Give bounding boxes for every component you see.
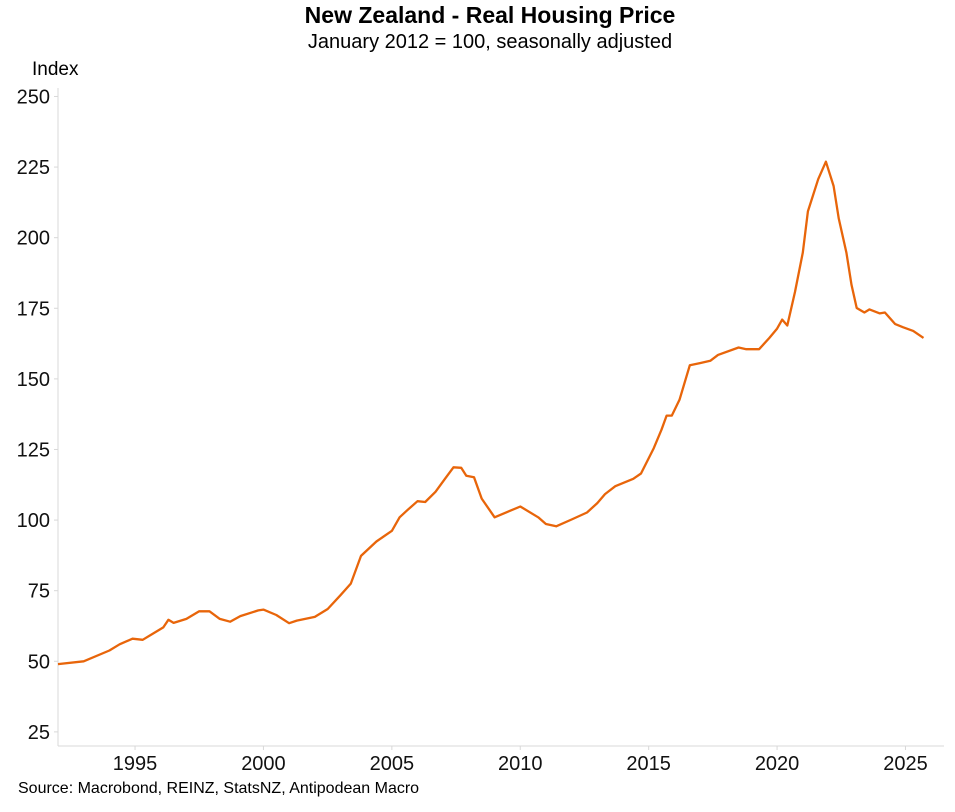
y-axis-label: Index <box>32 59 79 80</box>
x-tick-label: 2015 <box>626 753 671 775</box>
y-tick-label: 100 <box>17 510 50 532</box>
y-tick-label: 50 <box>28 651 50 673</box>
y-tick-label: 175 <box>17 298 50 320</box>
x-tick-label: 2025 <box>883 753 928 775</box>
y-tick-label: 225 <box>17 157 50 179</box>
y-tick-label: 75 <box>28 581 50 603</box>
y-tick-label: 150 <box>17 369 50 391</box>
y-tick-label: 200 <box>17 228 50 250</box>
x-tick-label: 2000 <box>241 753 286 775</box>
y-tick-label: 25 <box>28 722 50 744</box>
chart-title: New Zealand - Real Housing Price <box>304 2 676 28</box>
chart-subtitle: January 2012 = 100, seasonally adjusted <box>307 31 673 53</box>
x-tick-label: 2010 <box>498 753 543 775</box>
source-note: Source: Macrobond, REINZ, StatsNZ, Antip… <box>18 780 420 797</box>
series-line-real-housing-price <box>57 160 925 666</box>
x-tick-label: 2020 <box>755 753 800 775</box>
x-tick-label: 1995 <box>113 753 158 775</box>
y-tick-label: 250 <box>17 86 50 108</box>
x-tick-label: 2005 <box>370 753 415 775</box>
y-tick-label: 125 <box>17 439 50 461</box>
